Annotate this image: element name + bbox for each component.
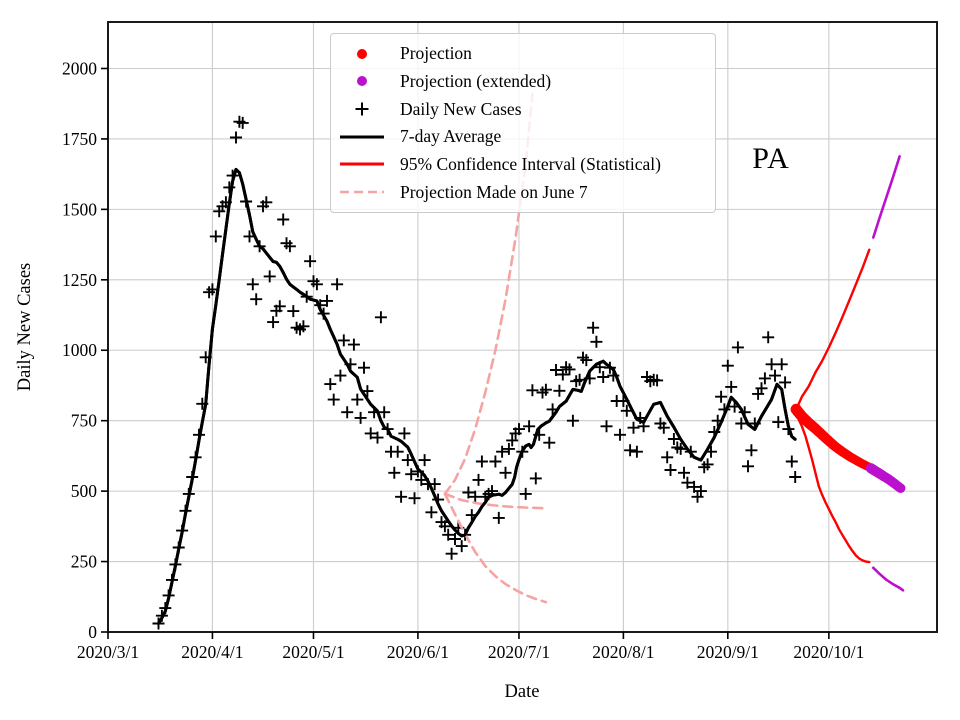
legend-label: Projection	[400, 43, 472, 64]
series-line-95-confidence-interval-statistical-lower	[795, 408, 871, 564]
x-tick-label: 2020/9/1	[697, 642, 759, 662]
legend-label: 7-day Average	[400, 126, 502, 147]
y-tick-label: 0	[88, 622, 97, 642]
legend-item-projection-extended-: Projection (extended)	[339, 68, 711, 94]
x-tick-label: 2020/7/1	[488, 642, 550, 662]
series-line-95-ci-lower-extended-	[872, 566, 905, 592]
legend-label: Projection Made on June 7	[400, 181, 588, 202]
seven-day-average-line	[157, 167, 797, 625]
x-tick-label: 2020/4/1	[181, 642, 243, 662]
legend-dot-icon	[339, 48, 385, 59]
plot-border	[107, 21, 938, 633]
x-tick-label: 2020/10/1	[793, 642, 864, 662]
y-tick-label: 750	[71, 411, 98, 431]
y-axis-label: Daily New Cases	[15, 263, 35, 391]
legend-dot-icon	[339, 76, 385, 87]
y-tick-label: 1000	[62, 340, 97, 360]
y-tick-label: 1750	[62, 129, 97, 149]
y-tick-label: 500	[71, 481, 98, 501]
y-tick-label: 1500	[62, 199, 97, 219]
x-tick-label: 2020/5/1	[282, 642, 344, 662]
legend-line-icon	[339, 134, 385, 140]
legend-item-projection: Projection	[339, 41, 711, 67]
legend-label: Projection (extended)	[400, 70, 552, 91]
legend-item-7-day-average: 7-day Average	[339, 124, 711, 150]
series-line-95-confidence-interval-statistical-upper	[795, 248, 871, 411]
projection-dots-magenta	[865, 463, 906, 494]
y-tick-label: 250	[71, 552, 98, 572]
chart-root: 2020/3/1 2020/4/1 2020/5/1 2020/6/1 2020/7/1…	[62, 21, 938, 662]
june7-projection-middle	[443, 492, 548, 510]
y-tick-label: 1250	[62, 270, 97, 290]
legend-dashed-line-icon	[339, 189, 385, 195]
x-tick-label: 2020/6/1	[387, 642, 449, 662]
legend-label: Daily New Cases	[400, 98, 522, 119]
legend: Projection Projection (extended) Daily New…	[330, 33, 716, 213]
legend-line-icon	[339, 161, 385, 167]
projection-dots-red	[790, 403, 873, 472]
june7-projection-lower	[443, 492, 548, 604]
x-tick-label: 2020/8/1	[592, 642, 654, 662]
legend-plus-icon	[339, 101, 385, 117]
legend-item-daily-new-cases: Daily New Cases	[339, 96, 711, 122]
legend-label: 95% Confidence Interval (Statistical)	[400, 153, 661, 174]
series-line-95-ci-upper-extended-	[872, 155, 901, 239]
y-tick-label: 2000	[62, 58, 97, 78]
legend-item-95-confidence-interval-statistical-: 95% Confidence Interval (Statistical)	[339, 151, 711, 177]
legend-item-projection-made-on-june-7: Projection Made on June 7	[339, 179, 711, 205]
x-tick-label: 2020/3/1	[77, 642, 139, 662]
x-axis-label: Date	[505, 682, 540, 702]
state-annotation: PA	[752, 142, 790, 175]
